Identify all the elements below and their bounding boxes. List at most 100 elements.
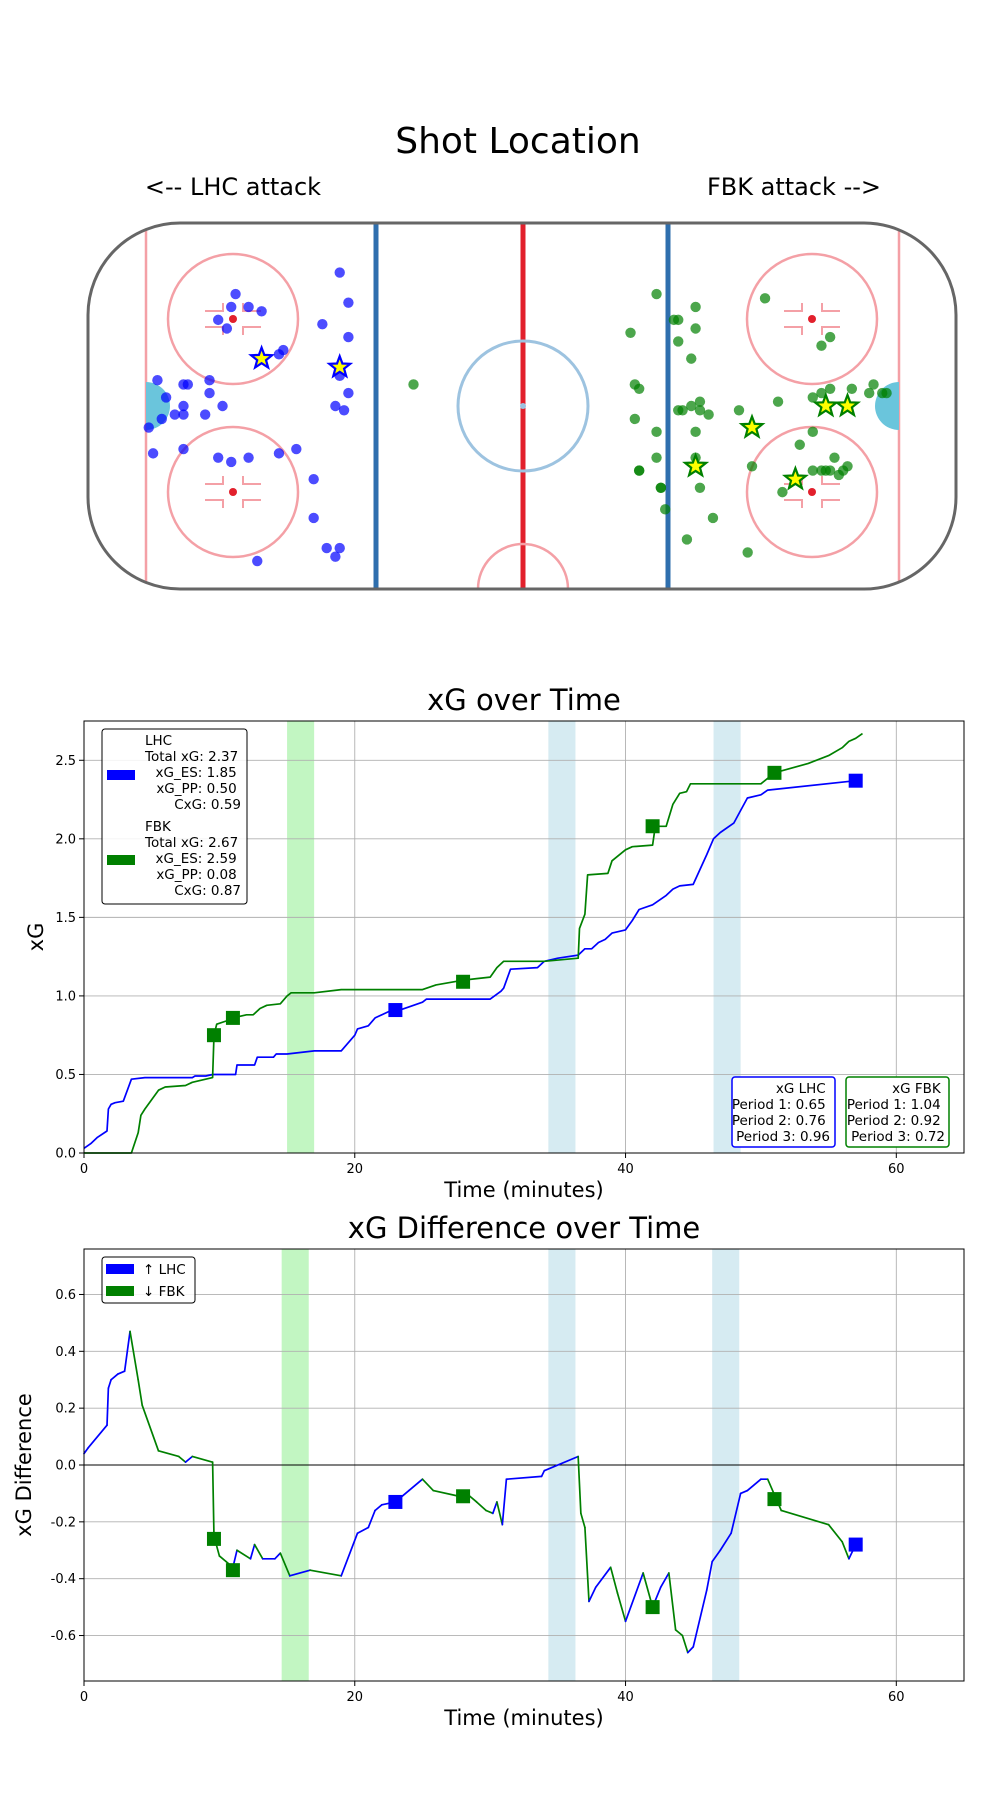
rink-title: Shot Location <box>395 121 641 162</box>
diff-line-segment <box>274 1552 282 1560</box>
lhc-goal-marker <box>388 1003 403 1018</box>
lhc-shot-dot <box>334 542 345 554</box>
period-box-fbk-text: xG FBK Period 1: 1.04 Period 2: 0.92 Per… <box>847 1081 945 1145</box>
lhc-shot-dot <box>213 314 224 326</box>
diff-line-segment <box>184 1455 194 1464</box>
xg-x-tick-label: 0 <box>80 1162 88 1177</box>
lhc-shot-dot <box>226 301 237 313</box>
rink-surface <box>86 221 958 591</box>
xg-y-tick-label: 2.5 <box>55 754 76 769</box>
diff-line-segment <box>616 1592 627 1623</box>
xg-shaded-interval-lhc <box>548 721 576 1153</box>
diff-legend-lhc-swatch <box>106 1264 134 1274</box>
diff-x-axis-label: Time (minutes) <box>443 1706 603 1730</box>
xg-x-axis-label: Time (minutes) <box>443 1178 603 1202</box>
diff-y-axis-label: xG Difference <box>12 1393 36 1537</box>
fbk-shot-dot <box>690 323 701 334</box>
diff-line-segment <box>157 1449 180 1458</box>
lhc-shot-dot <box>273 448 285 459</box>
period-box-fbk-p3: Period 3: 0.72 <box>851 1129 945 1145</box>
diff-line-segment <box>87 1424 108 1449</box>
lhc-shot-dot <box>204 387 215 399</box>
diff-line-segment <box>686 1646 695 1654</box>
fbk-goal-marker <box>206 1028 221 1043</box>
diff-line-segment <box>543 1455 580 1472</box>
lhc-xg-line <box>83 779 856 1149</box>
lhc-shot-dot <box>308 474 319 485</box>
legend-lhc-swatch <box>107 770 135 780</box>
diff-line-segment <box>681 1634 689 1654</box>
fbk-shot-dot <box>742 547 753 558</box>
diff-line-segment <box>110 1373 119 1381</box>
xg-axes-frame <box>83 720 965 1154</box>
fbk-shot-dot <box>864 387 875 399</box>
xg-y-tick-label: 0.5 <box>55 1068 76 1083</box>
diff-line-segment <box>137 1378 144 1407</box>
fbk-diff-goal-marker <box>225 1563 240 1578</box>
diff-plot-area: -0.6 -0.4 -0.2 0.0 0.2 0.4 0.6 0 20 40 60 <box>51 1249 964 1705</box>
lhc-shot-dot <box>178 443 189 455</box>
diff-line-segment <box>141 1404 160 1452</box>
diff-y-tick-label: 0.4 <box>55 1345 76 1360</box>
fbk-diff-goal-marker <box>645 1600 660 1615</box>
diff-y-tick-label: -0.6 <box>51 1629 76 1644</box>
legend-fbk-team: FBK <box>145 819 172 835</box>
fbk-shot-dot <box>794 439 805 450</box>
fbk-shot-dot <box>816 340 827 351</box>
xg-x-tick-label: 40 <box>617 1162 634 1177</box>
period-box-fbk-title: xG FBK <box>892 1081 942 1097</box>
fbk-shot-dot <box>629 413 641 425</box>
fbk-shot-dot <box>707 512 719 524</box>
lhc-shot-dot <box>343 297 354 308</box>
diff-line-segment <box>356 1526 370 1535</box>
fbk-shot-dot <box>660 504 671 515</box>
lhc-shot-dot <box>334 267 345 278</box>
fbk-goal-marker <box>456 974 471 989</box>
fbk-goal-star <box>738 413 766 439</box>
period-box-lhc: xG LHC Period 1: 0.65 Period 2: 0.76 Per… <box>731 1076 836 1148</box>
diff-axes-frame <box>83 1248 965 1682</box>
diff-y-tick-label: -0.2 <box>51 1515 76 1530</box>
legend-fbk-swatch <box>107 855 135 865</box>
fbk-shot-dot <box>694 482 706 494</box>
lhc-shot-dot <box>256 306 267 317</box>
fbk-xg-line <box>84 732 863 1154</box>
fbk-shot-dot <box>686 353 697 364</box>
diff-line-segment <box>367 1509 376 1529</box>
diff-line-segment <box>107 1378 112 1390</box>
diff-line-segment <box>123 1330 131 1373</box>
lhc-shot-dot <box>213 452 224 463</box>
fbk-shot-dot <box>833 469 845 481</box>
fbk-goal-star <box>812 391 840 418</box>
diff-x-tick-label: 0 <box>80 1690 88 1705</box>
diff-line-segment <box>496 1501 504 1526</box>
fbk-shot-dot <box>651 452 662 463</box>
diff-y-tick-label: 0.2 <box>55 1402 76 1417</box>
diff-legend-lhc-label: ↑ LHC <box>143 1262 186 1278</box>
lhc-shot-dot <box>160 392 172 403</box>
diff-line-segment <box>191 1455 214 1464</box>
period-box-fbk-p2: Period 2: 0.92 <box>847 1113 941 1129</box>
lhc-shot-dot <box>343 387 354 399</box>
fbk-goal-marker <box>645 819 660 834</box>
lhc-shot-dot <box>199 409 211 420</box>
lhc-diff-goal-marker <box>848 1537 863 1552</box>
fbk-shot-dot <box>824 383 836 394</box>
period-box-lhc-p2: Period 2: 0.76 <box>732 1113 826 1129</box>
diff-legend-fbk-swatch <box>106 1286 134 1296</box>
lhc-shot-dot <box>178 379 189 390</box>
fbk-shot-dot <box>816 387 827 399</box>
diff-chart-title: xG Difference over Time <box>348 1211 700 1245</box>
fbk-shot-dot <box>694 405 706 416</box>
fbk-shot-dot <box>625 327 636 338</box>
diff-line-segment <box>408 1478 424 1492</box>
legend-fbk-text: FBK Total xG: 2.67 xG_ES: 2.59 xG_PP: 0.… <box>144 819 242 899</box>
lhc-shot-dot <box>291 443 302 455</box>
rink-shots <box>143 267 892 567</box>
faceoff-circle-right-top <box>745 252 879 386</box>
legend-lhc-text: LHC Total xG: 2.37 xG_ES: 1.85 xG_PP: 0.… <box>144 733 242 813</box>
fbk-diff-goal-marker <box>456 1489 471 1504</box>
lhc-shot-dot <box>178 400 189 412</box>
xg-y-tick-label: 1.5 <box>55 911 76 926</box>
